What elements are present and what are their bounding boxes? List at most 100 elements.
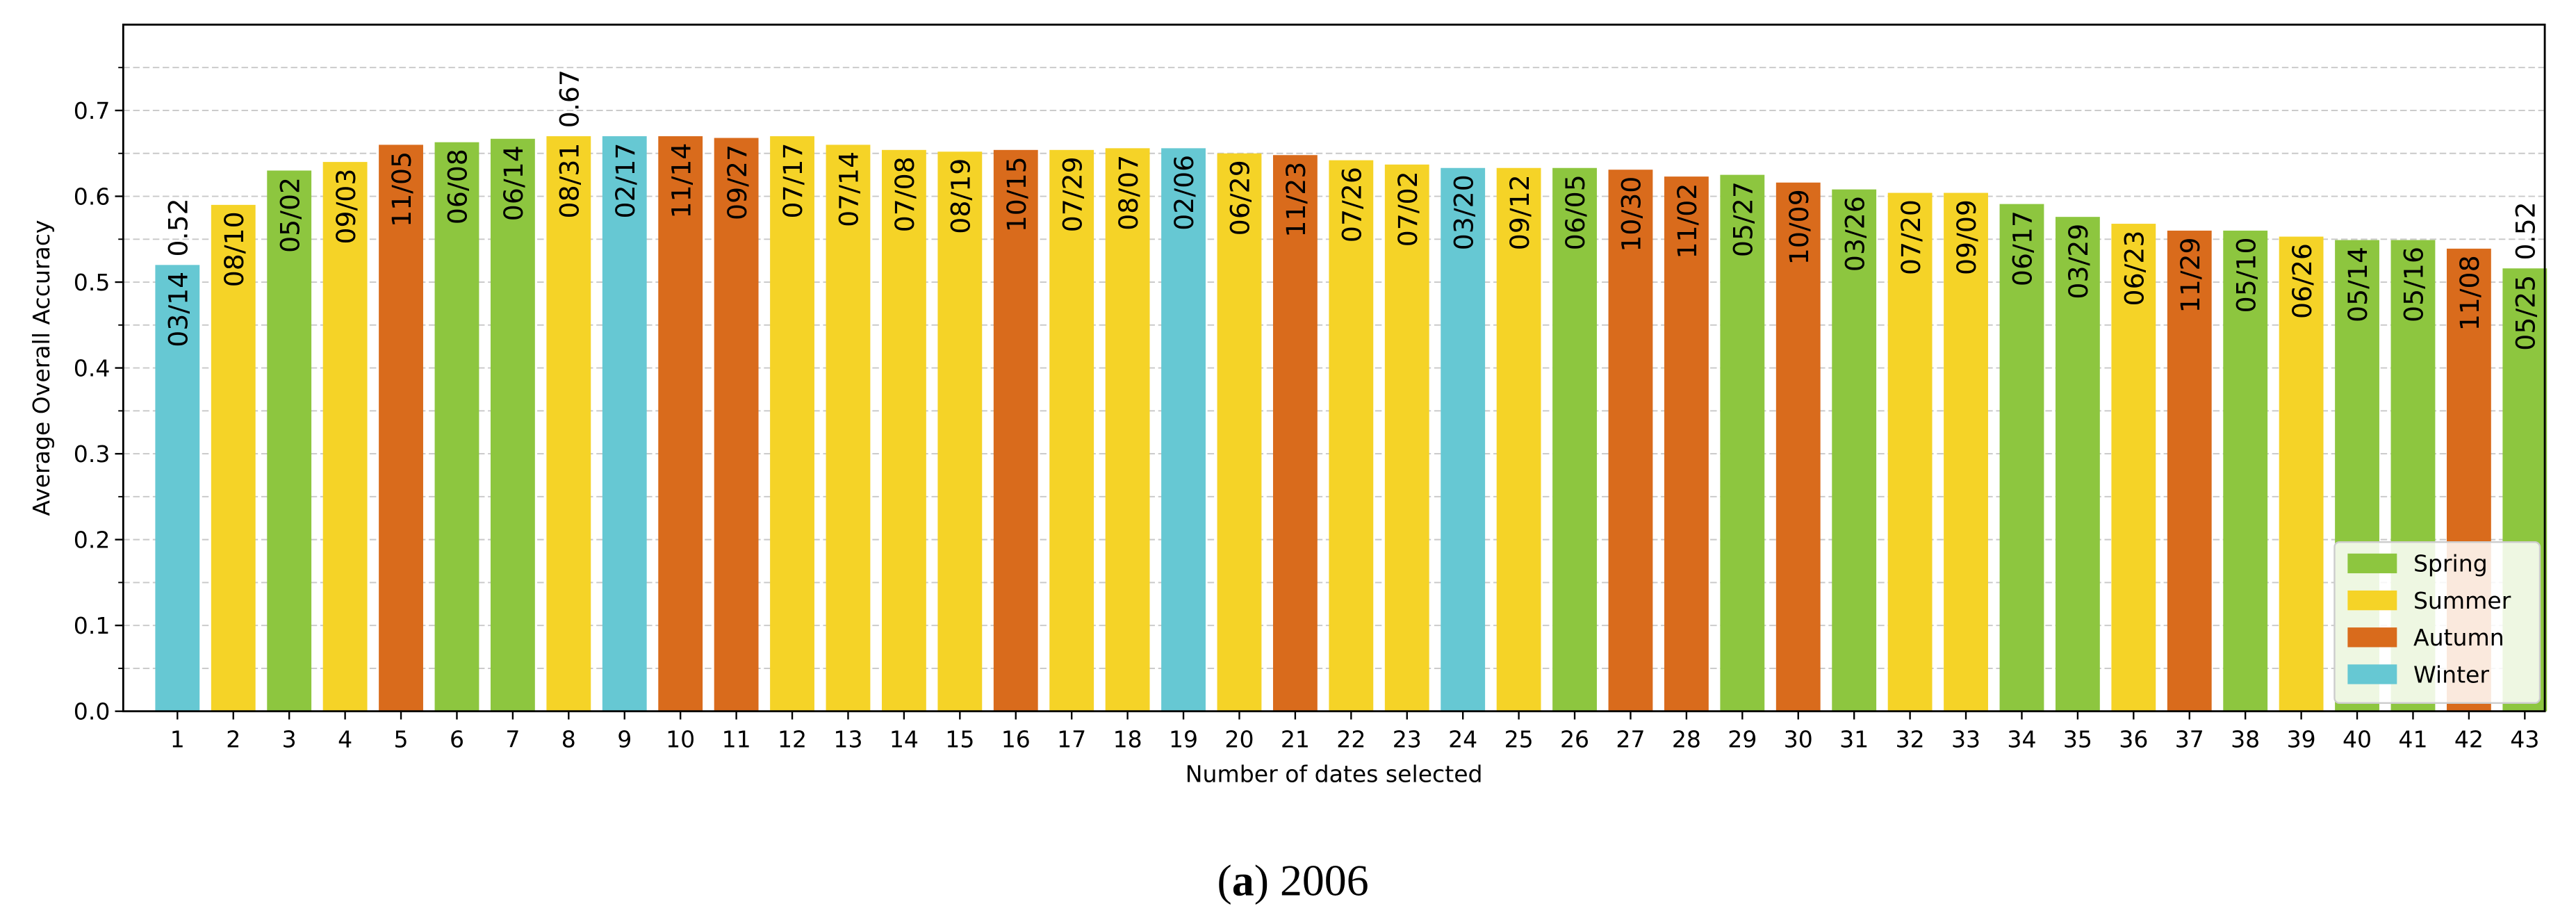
date-label: 09/12 bbox=[1504, 174, 1535, 250]
date-label: 07/08 bbox=[889, 156, 920, 232]
bar bbox=[2167, 230, 2212, 711]
x-tick-label: 31 bbox=[1839, 726, 1869, 753]
date-label: 07/17 bbox=[778, 143, 808, 219]
x-tick-label: 15 bbox=[945, 726, 974, 753]
date-label: 11/29 bbox=[2175, 237, 2206, 313]
legend-label: Summer bbox=[2413, 587, 2511, 614]
y-tick-label: 0.6 bbox=[74, 183, 110, 210]
bar bbox=[1496, 167, 1541, 711]
bar bbox=[881, 149, 926, 711]
x-tick-label: 41 bbox=[2398, 726, 2427, 753]
legend-label: Spring bbox=[2413, 550, 2488, 577]
bar bbox=[1161, 148, 1206, 711]
date-label: 10/09 bbox=[1784, 189, 1814, 265]
date-label: 08/19 bbox=[946, 158, 976, 234]
x-tick-label: 39 bbox=[2287, 726, 2316, 753]
date-label: 07/14 bbox=[834, 151, 864, 227]
legend-swatch bbox=[2347, 553, 2397, 574]
bar bbox=[1049, 149, 1094, 711]
x-tick-label: 18 bbox=[1113, 726, 1142, 753]
x-tick-label: 25 bbox=[1504, 726, 1534, 753]
x-tick-label: 19 bbox=[1169, 726, 1198, 753]
y-axis-label: Average Overall Accuracy bbox=[28, 220, 55, 516]
y-tick-label: 0.4 bbox=[74, 354, 110, 381]
x-tick-label: 43 bbox=[2510, 726, 2539, 753]
x-tick-label: 23 bbox=[1393, 726, 1422, 753]
x-tick-label: 37 bbox=[2175, 726, 2204, 753]
x-tick-label: 17 bbox=[1057, 726, 1086, 753]
bar bbox=[826, 145, 871, 711]
x-tick-label: 34 bbox=[2007, 726, 2036, 753]
bar bbox=[1329, 160, 1374, 711]
date-label: 05/27 bbox=[1728, 181, 1759, 257]
date-label: 06/29 bbox=[1225, 160, 1256, 236]
bar bbox=[2279, 236, 2324, 711]
bar bbox=[1608, 170, 1653, 711]
x-tick-label: 20 bbox=[1224, 726, 1254, 753]
date-label: 10/15 bbox=[1001, 156, 1032, 232]
x-tick-label: 16 bbox=[1001, 726, 1031, 753]
legend-label: Autumn bbox=[2413, 624, 2504, 651]
y-tick-label: 0.5 bbox=[74, 269, 110, 296]
bar bbox=[1832, 189, 1877, 711]
bar bbox=[155, 265, 200, 711]
x-tick-label: 12 bbox=[778, 726, 807, 753]
value-label: 0.52 bbox=[163, 198, 194, 256]
date-label: 05/02 bbox=[274, 177, 305, 253]
x-tick-label: 32 bbox=[1896, 726, 1925, 753]
value-label: 0.67 bbox=[555, 69, 585, 128]
x-tick-label: 11 bbox=[722, 726, 751, 753]
date-label: 06/17 bbox=[2008, 211, 2038, 286]
bar bbox=[2223, 230, 2268, 711]
plot-frame bbox=[122, 24, 2546, 713]
bar bbox=[602, 136, 647, 711]
x-tick-label: 14 bbox=[889, 726, 919, 753]
bar bbox=[658, 136, 703, 711]
date-label: 06/14 bbox=[498, 145, 529, 221]
x-tick-label: 4 bbox=[338, 726, 352, 753]
bar bbox=[1105, 148, 1150, 711]
date-label: 06/05 bbox=[1560, 174, 1591, 250]
legend-swatch bbox=[2347, 664, 2397, 684]
x-tick-label: 38 bbox=[2231, 726, 2260, 753]
date-label: 09/03 bbox=[331, 169, 361, 245]
bar bbox=[211, 204, 256, 711]
x-axis-label: Number of dates selected bbox=[1186, 760, 1483, 787]
date-label: 07/20 bbox=[1896, 199, 1926, 275]
legend-box bbox=[2333, 541, 2541, 705]
x-tick-label: 24 bbox=[1448, 726, 1477, 753]
date-label: 08/07 bbox=[1113, 155, 1144, 231]
x-tick-label: 8 bbox=[561, 726, 576, 753]
bar bbox=[1441, 167, 1486, 711]
y-tick-label: 0.7 bbox=[74, 97, 110, 124]
x-tick-label: 10 bbox=[666, 726, 695, 753]
x-tick-label: 26 bbox=[1560, 726, 1589, 753]
y-tick-label: 0.1 bbox=[74, 612, 110, 639]
bar bbox=[937, 151, 983, 711]
date-label: 03/20 bbox=[1448, 174, 1479, 250]
date-label: 02/06 bbox=[1169, 155, 1199, 231]
date-label: 03/14 bbox=[163, 272, 194, 347]
date-label: 06/08 bbox=[443, 149, 473, 224]
date-label: 11/05 bbox=[386, 151, 417, 227]
caption-text: 2006 bbox=[1280, 855, 1369, 905]
bar bbox=[770, 136, 814, 711]
y-tick-label: 0.3 bbox=[74, 441, 110, 468]
x-tick-label: 27 bbox=[1616, 726, 1645, 753]
date-label: 05/25 bbox=[2511, 275, 2541, 351]
x-tick-label: 1 bbox=[170, 726, 185, 753]
x-tick-label: 2 bbox=[226, 726, 240, 753]
caption-letter: a bbox=[1232, 855, 1254, 905]
bar bbox=[379, 145, 423, 711]
legend-swatch bbox=[2347, 590, 2397, 611]
date-label: 05/14 bbox=[2343, 247, 2373, 322]
date-label: 10/30 bbox=[1616, 176, 1647, 252]
bar bbox=[1720, 174, 1765, 711]
date-label: 08/31 bbox=[555, 143, 585, 219]
date-label: 07/02 bbox=[1393, 171, 1423, 247]
x-tick-label: 29 bbox=[1728, 726, 1757, 753]
bar bbox=[1272, 155, 1318, 711]
bar bbox=[490, 138, 535, 711]
bar bbox=[1775, 182, 1821, 711]
